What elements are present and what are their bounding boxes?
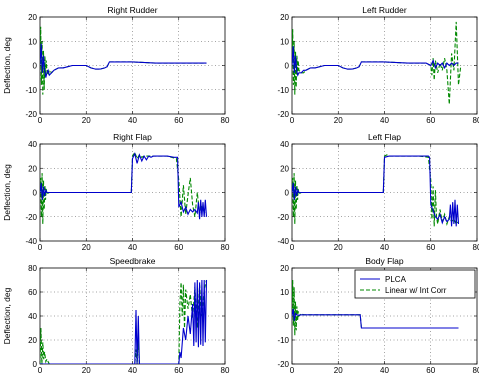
y-tick-label: 20 bbox=[280, 164, 289, 173]
x-tick-label: 60 bbox=[426, 243, 435, 252]
x-tick-label: 40 bbox=[380, 116, 389, 125]
x-tick-label: 80 bbox=[473, 243, 479, 252]
x-tick-label: 0 bbox=[290, 116, 295, 125]
x-tick-label: 60 bbox=[426, 366, 435, 375]
y-tick-label: -10 bbox=[277, 86, 289, 95]
x-tick-label: 0 bbox=[38, 243, 43, 252]
series-line-plca bbox=[40, 43, 207, 78]
x-tick-label: 60 bbox=[174, 366, 183, 375]
subplot-title: Body Flap bbox=[365, 256, 404, 266]
y-axis-label: Deflection, deg bbox=[2, 287, 12, 344]
legend-label-plca: PLCA bbox=[385, 275, 407, 284]
y-tick-label: 0 bbox=[33, 360, 38, 369]
y-tick-label: 40 bbox=[280, 140, 289, 149]
y-tick-label: -40 bbox=[25, 237, 37, 246]
x-tick-label: 80 bbox=[473, 366, 479, 375]
y-tick-label: 80 bbox=[28, 264, 37, 273]
x-tick-label: 20 bbox=[82, 366, 91, 375]
subplot-3: 0 20 40 60 80 -40 -20 0 20 40 Right Flap Deflection… bbox=[2, 132, 230, 252]
x-tick-label: 60 bbox=[174, 243, 183, 252]
subplot-4: 0 20 40 60 80 -40 -20 0 20 40 Left Flap bbox=[277, 132, 479, 252]
x-tick-label: 40 bbox=[128, 366, 137, 375]
y-tick-label: 60 bbox=[28, 288, 37, 297]
series-line-plca bbox=[40, 279, 208, 364]
y-tick-label: -20 bbox=[277, 213, 289, 222]
legend-box bbox=[354, 269, 476, 299]
y-tick-label: 20 bbox=[280, 264, 289, 273]
x-tick-label: 80 bbox=[221, 366, 230, 375]
x-tick-label: 0 bbox=[38, 116, 43, 125]
series-line-plca bbox=[292, 46, 459, 77]
y-axis-label: Deflection, deg bbox=[2, 164, 12, 221]
x-tick-label: 20 bbox=[82, 116, 91, 125]
y-tick-label: -20 bbox=[25, 110, 37, 119]
subplot-title: Left Flap bbox=[368, 132, 401, 142]
y-tick-label: 20 bbox=[28, 13, 37, 22]
x-tick-label: 20 bbox=[334, 243, 343, 252]
x-tick-label: 60 bbox=[426, 116, 435, 125]
x-tick-label: 20 bbox=[334, 366, 343, 375]
subplot-2: 0 20 40 60 80 -20 -10 0 10 20 Left Rudder bbox=[277, 5, 479, 125]
y-tick-label: 0 bbox=[285, 62, 290, 71]
y-tick-label: 10 bbox=[280, 288, 289, 297]
series-line-linear-int-corr bbox=[40, 151, 207, 225]
legend-label-linear-int-corr: Linear w/ Int Corr bbox=[385, 286, 447, 295]
x-tick-label: 0 bbox=[290, 366, 295, 375]
x-tick-label: 60 bbox=[174, 116, 183, 125]
y-tick-label: -10 bbox=[25, 86, 37, 95]
x-tick-label: 40 bbox=[380, 243, 389, 252]
y-tick-label: 10 bbox=[280, 37, 289, 46]
y-tick-label: 20 bbox=[280, 13, 289, 22]
series-line-plca bbox=[292, 155, 460, 227]
subplot-title: Right Flap bbox=[113, 132, 152, 142]
x-tick-label: 0 bbox=[290, 243, 295, 252]
subplot-1: 0 20 40 60 80 -20 -10 0 10 20 Right Rudder Deflecti… bbox=[2, 5, 230, 125]
y-tick-label: 0 bbox=[285, 189, 290, 198]
series-line-plca bbox=[40, 152, 208, 220]
x-tick-label: 80 bbox=[221, 243, 230, 252]
x-tick-label: 40 bbox=[380, 366, 389, 375]
y-tick-label: 20 bbox=[28, 164, 37, 173]
y-tick-label: -20 bbox=[277, 110, 289, 119]
x-tick-label: 40 bbox=[128, 243, 137, 252]
y-tick-label: -10 bbox=[277, 336, 289, 345]
y-tick-label: -20 bbox=[277, 360, 289, 369]
y-tick-label: 0 bbox=[33, 189, 38, 198]
subplot-title: Left Rudder bbox=[362, 5, 407, 15]
x-tick-label: 20 bbox=[82, 243, 91, 252]
series-line-plca bbox=[292, 308, 459, 329]
x-tick-label: 0 bbox=[38, 366, 43, 375]
legend: PLCA Linear w/ Int Corr bbox=[354, 269, 476, 299]
x-tick-label: 20 bbox=[334, 116, 343, 125]
y-tick-label: 10 bbox=[28, 37, 37, 46]
x-tick-label: 80 bbox=[221, 116, 230, 125]
y-tick-label: 0 bbox=[285, 312, 290, 321]
subplot-title: Speedbrake bbox=[110, 256, 156, 266]
y-tick-label: 40 bbox=[28, 140, 37, 149]
subplot-5: 0 20 40 60 80 0 20 40 60 80 Speedbrake Deflection, … bbox=[2, 256, 230, 375]
x-tick-label: 80 bbox=[473, 116, 479, 125]
y-tick-label: 40 bbox=[28, 312, 37, 321]
y-tick-label: 20 bbox=[28, 336, 37, 345]
x-tick-label: 40 bbox=[128, 116, 137, 125]
subplot-6: 0 20 40 60 80 -20 -10 0 10 20 Body Flap PLCA Linear … bbox=[277, 256, 479, 375]
y-tick-label: 0 bbox=[33, 62, 38, 71]
y-tick-label: -20 bbox=[25, 213, 37, 222]
y-axis-label: Deflection, deg bbox=[2, 37, 12, 94]
subplot-title: Right Rudder bbox=[107, 5, 157, 15]
y-tick-label: -40 bbox=[277, 237, 289, 246]
